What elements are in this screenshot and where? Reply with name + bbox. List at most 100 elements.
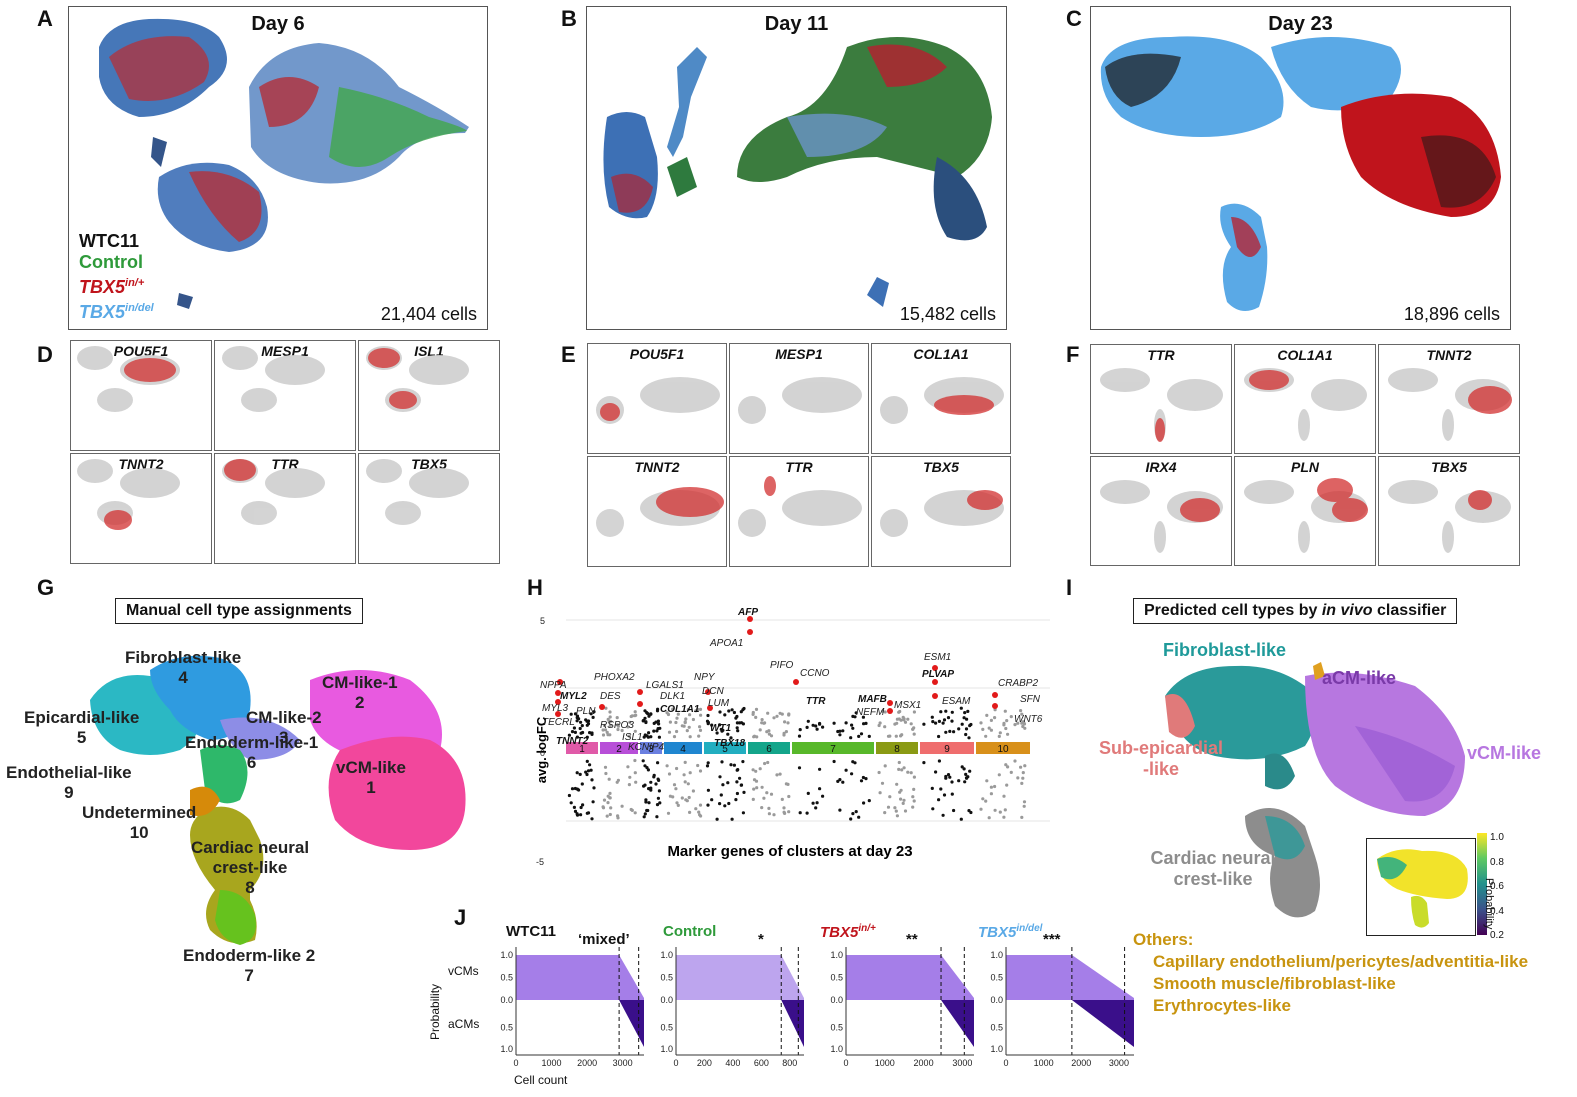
down-point (630, 808, 634, 812)
down-point (911, 805, 915, 809)
cluster-band (704, 742, 746, 754)
marker-point (555, 699, 561, 705)
up-point (643, 709, 647, 713)
up-point (909, 722, 913, 726)
up-point (652, 729, 656, 733)
vcm-fill (516, 955, 620, 1000)
gene-name: IRX4 (1145, 459, 1177, 475)
down-point (906, 770, 910, 774)
down-point (706, 788, 710, 792)
down-point (960, 765, 964, 769)
down-point (732, 763, 736, 767)
down-point (900, 768, 904, 772)
up-point (644, 720, 648, 724)
down-point (760, 806, 764, 810)
down-point (912, 799, 916, 803)
down-point (735, 780, 739, 784)
up-point (1019, 709, 1023, 713)
up-point (818, 721, 822, 726)
up-point (615, 716, 619, 720)
up-point (683, 720, 687, 724)
gene-name: MESP1 (261, 343, 309, 359)
gene-label: APOA1 (709, 638, 743, 649)
up-point (739, 721, 744, 725)
up-point (939, 710, 943, 714)
down-point (730, 817, 734, 821)
up-point (735, 714, 739, 719)
down-point (686, 782, 690, 786)
up-point (763, 721, 767, 725)
gene-label: LGALS1 (646, 680, 684, 691)
up-point (778, 711, 782, 715)
down-point (726, 781, 730, 785)
cell-count-day11: 15,482 cells (899, 304, 996, 324)
gene-name: COL1A1 (1277, 347, 1333, 363)
down-point (1021, 771, 1025, 775)
up-point (567, 733, 571, 737)
up-point (912, 732, 916, 736)
down-point (989, 792, 993, 796)
up-point (589, 712, 593, 716)
cluster-band (640, 742, 662, 754)
down-point (912, 775, 916, 779)
y-tick: 1.0 (500, 950, 513, 960)
down-point (948, 775, 952, 779)
up-point (616, 723, 620, 727)
up-point (665, 711, 669, 715)
cluster-label-2: CM-like-1 2 (322, 673, 398, 712)
up-point (603, 728, 608, 732)
up-point (997, 734, 1001, 738)
down-point (608, 812, 612, 817)
probability-inset (1366, 838, 1476, 936)
down-point (767, 812, 771, 816)
down-point (570, 787, 575, 791)
y-tick: 1.0 (660, 950, 673, 960)
down-point (998, 810, 1002, 814)
up-point (705, 719, 710, 723)
down-point (710, 798, 714, 802)
up-point (883, 725, 887, 729)
down-point (720, 760, 724, 764)
up-point (806, 719, 810, 723)
down-point (654, 782, 658, 786)
cluster-number: 2 (616, 744, 622, 755)
umap-day6: Day 6 WTC11 Control TBX5in/+ TBX5in/del … (68, 6, 488, 330)
up-point (959, 706, 963, 710)
up-point (685, 729, 689, 733)
gene-label: TECRL (542, 717, 575, 728)
down-point (652, 775, 656, 779)
down-point (666, 811, 671, 815)
up-point (901, 715, 905, 719)
gene-plot-e-1: POU5F1 (587, 343, 727, 454)
x-tick: 200 (697, 1058, 712, 1068)
down-point (867, 799, 871, 803)
up-point (735, 726, 739, 730)
up-point (645, 734, 649, 738)
j-row-acm: aCMs (448, 1017, 480, 1031)
up-point (906, 717, 910, 721)
up-point (572, 726, 576, 730)
down-point (950, 792, 954, 796)
up-point (633, 729, 637, 733)
down-point (952, 808, 956, 813)
up-point (577, 717, 581, 721)
down-point (667, 772, 672, 776)
down-point (585, 759, 589, 763)
up-point (588, 731, 592, 735)
down-point (649, 780, 653, 784)
up-point (655, 729, 659, 733)
down-point (989, 785, 993, 789)
cluster-label-9: Endothelial-like 9 (6, 763, 132, 802)
up-point (579, 731, 583, 735)
marker-point (747, 616, 753, 622)
down-point (903, 809, 908, 813)
up-point (633, 714, 637, 718)
marker-point (555, 690, 561, 696)
down-point (798, 811, 802, 815)
umap-day6-title: Day 6 (251, 13, 305, 35)
down-point (1021, 776, 1025, 780)
gene-label: NPPA (540, 680, 567, 691)
cluster-band (876, 742, 918, 754)
down-point (853, 761, 857, 765)
